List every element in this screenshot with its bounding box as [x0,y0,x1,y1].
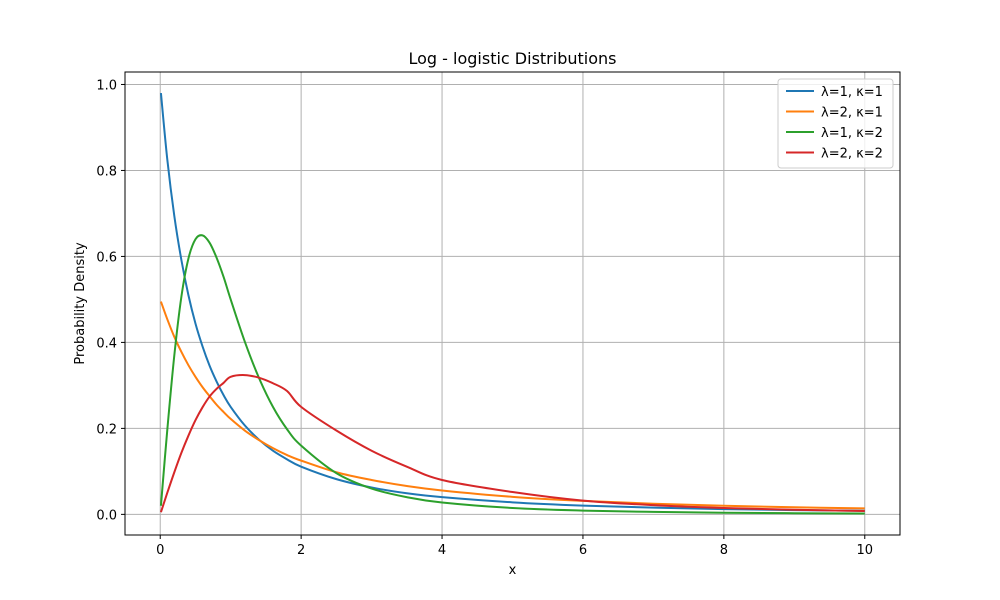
x-tick-label: 6 [579,543,587,558]
legend-label: λ=1, κ=1 [821,85,883,100]
y-tick-label: 0.6 [96,250,117,265]
series-lines [159,92,865,515]
legend-label: λ=2, κ=1 [821,106,883,121]
y-tick-label: 0.2 [96,422,117,437]
legend: λ=1, κ=1 λ=2, κ=1 λ=1, κ=2 λ=2, κ=2 [777,78,894,169]
y-tick-label: 1.0 [96,78,117,93]
x-tick-label: 4 [438,543,446,558]
x-tick-label: 2 [297,543,305,558]
series-line-1 [159,92,865,512]
legend-label: λ=2, κ=2 [821,147,883,162]
y-tick-label: 0.8 [96,164,117,179]
series-line-2 [159,301,865,510]
y-axis-label: Probability Density [73,242,88,365]
x-tick-label: 0 [156,543,164,558]
plot-area-frame [124,71,901,536]
legend-box [777,78,894,169]
legend-label: λ=1, κ=2 [821,126,883,141]
chart-title: Log - logistic Distributions [409,49,617,68]
y-tick-label: 0.4 [96,336,117,351]
x-axis-ticks: 0 2 4 6 8 10 [156,535,873,558]
x-tick-label: 10 [856,543,873,558]
y-axis-ticks: 0.0 0.2 0.4 0.6 0.8 1.0 [96,78,125,523]
series-line-4 [159,374,865,513]
x-tick-label: 8 [720,543,728,558]
y-tick-label: 0.0 [96,508,117,523]
series-line-3 [159,234,865,515]
x-axis-label: x [509,563,517,578]
